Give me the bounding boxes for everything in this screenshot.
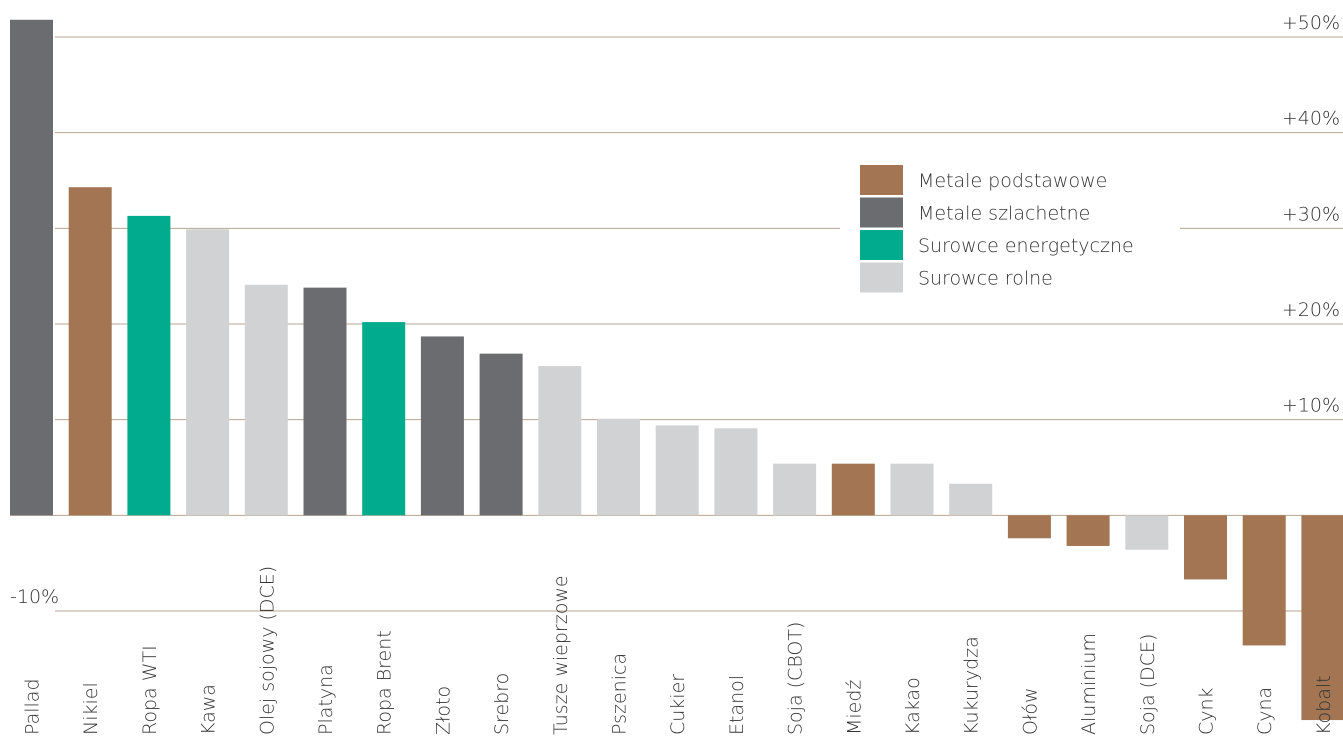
x-tick-label: Miedź bbox=[843, 680, 865, 735]
bar bbox=[890, 463, 934, 516]
x-tick-label: Cyna bbox=[1254, 687, 1276, 735]
bar bbox=[773, 463, 817, 516]
x-tick-label: Cukier bbox=[667, 674, 689, 735]
bar bbox=[1301, 515, 1343, 721]
bar bbox=[303, 287, 347, 516]
x-tick-label: Platyna bbox=[315, 664, 337, 735]
bar bbox=[538, 366, 582, 516]
legend-swatch bbox=[860, 262, 903, 293]
x-tick-label: Złoto bbox=[432, 686, 454, 735]
bar bbox=[597, 418, 640, 516]
x-tick-label: Aluminium bbox=[1078, 633, 1100, 735]
bar bbox=[127, 215, 171, 516]
x-tick-label: Soja (CBOT) bbox=[785, 622, 807, 735]
x-tick-label: Kawa bbox=[198, 684, 220, 735]
y-tick-label: +30% bbox=[1282, 203, 1340, 225]
x-tick-label: Ołów bbox=[1019, 687, 1041, 735]
x-tick-label: Soja (DCE) bbox=[1137, 634, 1159, 735]
x-tick-label: Nikiel bbox=[80, 682, 102, 735]
bar bbox=[1242, 515, 1286, 646]
bar bbox=[1184, 515, 1227, 580]
bar bbox=[68, 187, 112, 516]
x-tick-label: Cynk bbox=[1196, 687, 1218, 735]
y-tick-label: +20% bbox=[1282, 299, 1340, 321]
x-tick-label: Pallad bbox=[22, 678, 44, 735]
x-tick-label: Olej sojowy (DCE) bbox=[256, 566, 278, 735]
bar bbox=[831, 463, 875, 516]
bar bbox=[10, 19, 53, 516]
y-tick-label: +50% bbox=[1282, 12, 1340, 34]
bar bbox=[1007, 515, 1051, 539]
bar bbox=[1066, 515, 1110, 546]
bar bbox=[362, 322, 406, 516]
x-tick-label: Kukurydza bbox=[961, 636, 983, 735]
legend-label: Metale szlachetne bbox=[918, 203, 1090, 225]
x-tick-label: Ropa Brent bbox=[374, 630, 396, 735]
x-tick-label: Tusze wieprzowe bbox=[550, 575, 572, 735]
bar bbox=[420, 336, 464, 516]
x-tick-label: Ropa WTI bbox=[139, 645, 161, 735]
legend-swatch bbox=[860, 197, 903, 228]
bar bbox=[714, 428, 758, 516]
y-tick-label: +40% bbox=[1282, 108, 1340, 130]
legend-swatch bbox=[860, 230, 903, 260]
bar bbox=[479, 353, 523, 516]
legend-label: Surowce rolne bbox=[918, 268, 1053, 290]
bar bbox=[949, 483, 993, 516]
y-tick-label: +10% bbox=[1282, 395, 1340, 417]
y-tick-label: -10% bbox=[10, 586, 59, 608]
legend-label: Metale podstawowe bbox=[918, 170, 1107, 192]
bar bbox=[244, 284, 288, 516]
x-tick-label: Pszenica bbox=[609, 653, 631, 735]
x-tick-label: Kakao bbox=[902, 677, 924, 735]
bar bbox=[1125, 515, 1169, 550]
bar bbox=[186, 229, 230, 516]
legend-label: Surowce energetyczne bbox=[918, 235, 1134, 257]
x-tick-label: Kobalt bbox=[1313, 675, 1335, 735]
x-tick-label: Etanol bbox=[726, 675, 748, 735]
x-tick-label: Srebro bbox=[491, 673, 513, 735]
bar bbox=[655, 425, 699, 516]
legend-swatch bbox=[860, 165, 903, 195]
